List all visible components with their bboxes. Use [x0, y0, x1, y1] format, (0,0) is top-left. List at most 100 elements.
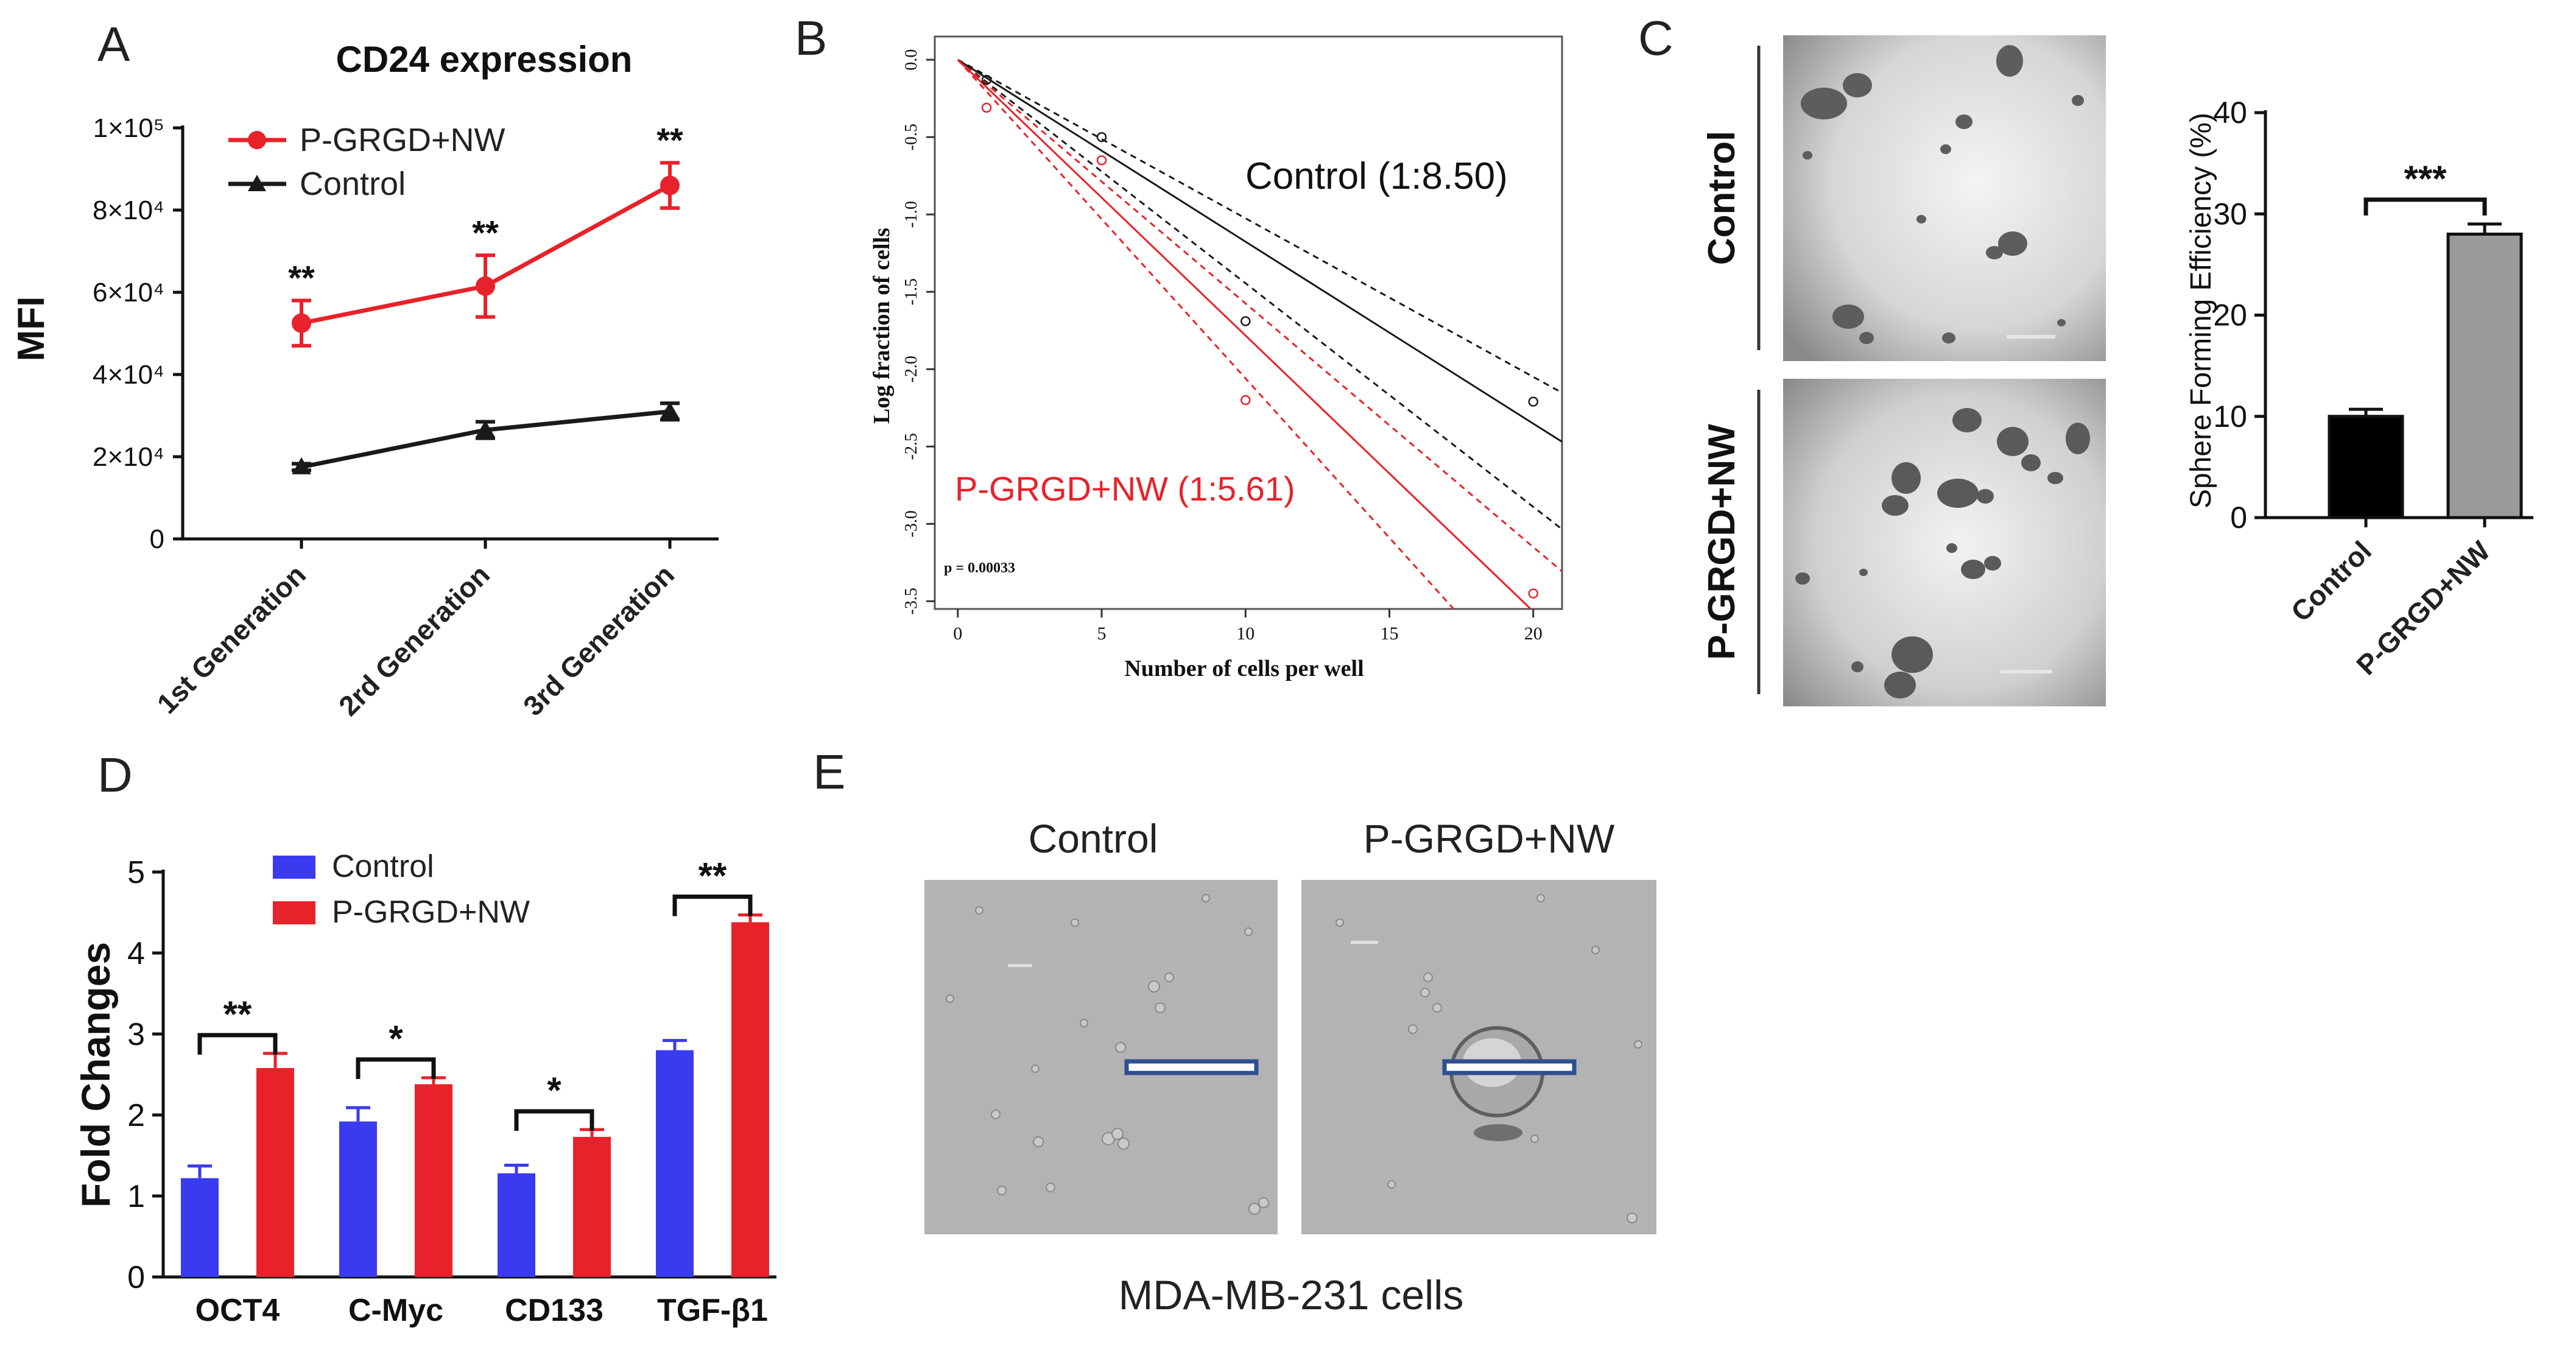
y-tick-label: -3.0 [902, 510, 921, 537]
y-tick-label: 0 [127, 1260, 145, 1295]
bar [415, 1084, 452, 1277]
legend-swatch-control [273, 856, 315, 879]
image-title-pgrgd: P-GRGD+NW [1364, 816, 1615, 861]
panel-e-cell-images: Control P-GRGD+NW [924, 816, 1656, 1318]
y-tick-label: 0 [150, 524, 164, 554]
bar [181, 1178, 219, 1277]
significance-bracket [672, 894, 753, 916]
y-tick-label: 10 [2213, 399, 2247, 434]
bar [2446, 233, 2523, 519]
data-point [292, 313, 311, 333]
panel-label-d: D [97, 748, 133, 802]
y-tick-label: 5 [127, 855, 145, 890]
significance-marker: ** [288, 259, 315, 297]
y-tick-label: 4×10⁴ [93, 360, 164, 390]
chart-b-plot-frame [934, 35, 1563, 610]
data-point [1528, 588, 1539, 599]
chart-a-y-label: MFI [10, 297, 52, 362]
ci-line-0 [957, 58, 1562, 530]
data-point [292, 457, 311, 474]
panel-c-sphere-images: Control P-GRGD+NW [1701, 35, 2106, 706]
micrograph-pgrgd-spheres [1783, 379, 2106, 706]
x-tick-label: OCT4 [195, 1293, 280, 1328]
y-tick-label: -2.0 [902, 356, 921, 382]
data-point [476, 420, 495, 438]
legend-label-pgrgd: P-GRGD+NW [332, 895, 530, 930]
panel-c-bar-chart: Sphere Forming Efficiency (%) 0 10 20 30 40 C… [2185, 96, 2533, 681]
micrograph-control-spheres [1783, 35, 2106, 361]
panel-label-b: B [795, 11, 827, 65]
x-tick-label: 3rd Generation [517, 558, 680, 722]
row-label-control: Control [1701, 131, 1743, 265]
chart-a-legend: P-GRGD+NW Control [228, 122, 505, 202]
y-tick-label: 0 [2230, 501, 2247, 535]
data-point [1240, 395, 1251, 406]
y-tick-label: 2 [127, 1098, 145, 1133]
data-point [1240, 316, 1251, 326]
x-tick-label: 5 [1097, 624, 1107, 644]
y-tick-label: 1 [127, 1179, 145, 1214]
ci-line-1 [957, 59, 1455, 609]
significance-bracket [197, 1033, 278, 1055]
chart-b-y-label: Log fraction of cells [869, 228, 895, 424]
bar [731, 922, 769, 1277]
micrograph-control-cells [924, 880, 1278, 1234]
x-tick-label: 0 [953, 624, 962, 644]
bar [2328, 415, 2404, 519]
panel-a-line-chart: CD24 expression MFI 0 2×10⁴ 4×10⁴ 6×10⁴ 8×10… [10, 39, 719, 722]
chart-b-control-label: Control (1:8.50) [1245, 155, 1508, 197]
bar [656, 1050, 694, 1277]
y-tick-label: 1×10⁵ [93, 113, 164, 143]
x-tick-label: 15 [1381, 624, 1399, 644]
data-point [660, 175, 680, 195]
x-tick-label: TGF-β1 [657, 1293, 768, 1328]
significance-marker: ** [699, 855, 727, 896]
row-label-pgrgd: P-GRGD+NW [1701, 424, 1743, 660]
y-tick-label: 40 [2213, 96, 2247, 130]
legend-label-control: Control [332, 849, 434, 884]
panel-label-e: E [813, 745, 845, 799]
data-point [1528, 396, 1539, 407]
significance-marker: *** [2404, 158, 2447, 199]
fit-line-1 [957, 59, 1532, 609]
chart-d-legend: Control P-GRGD+NW [273, 849, 530, 930]
x-tick-label: Control [2285, 535, 2377, 627]
bar [498, 1173, 535, 1277]
bar [339, 1121, 377, 1277]
panel-label-a: A [97, 17, 130, 71]
scale-bar-control [1124, 1059, 1259, 1075]
chart-b-p-value: p = 0.00033 [944, 560, 1015, 576]
y-tick-label: -1.5 [902, 278, 921, 305]
y-tick-label: 30 [2213, 197, 2247, 231]
y-tick-label: -0.5 [902, 124, 921, 150]
y-tick-label: 20 [2213, 298, 2247, 332]
scale-bar-pgrgd [1442, 1059, 1577, 1075]
significance-marker: ** [656, 121, 683, 159]
y-tick-label: 4 [127, 936, 145, 971]
micrograph-pgrgd-cells [1301, 880, 1656, 1234]
legend-swatch-pgrgd [273, 901, 315, 924]
y-tick-label: 0.0 [902, 49, 921, 71]
x-tick-label: 20 [1524, 624, 1543, 644]
legend-marker-control [248, 175, 266, 191]
ci-line-1 [957, 58, 1562, 572]
fit-lines [957, 58, 1562, 609]
significance-marker: * [389, 1018, 403, 1059]
significance-marker: * [547, 1070, 561, 1111]
bar [256, 1067, 294, 1277]
ci-line-0 [957, 58, 1562, 394]
data-point [660, 401, 680, 419]
data-point [476, 276, 495, 296]
x-tick-label: 10 [1236, 624, 1255, 644]
significance-bracket [2363, 197, 2487, 216]
fit-line-0 [957, 58, 1562, 443]
data-point [1096, 155, 1107, 166]
legend-marker-pgrgd [248, 131, 266, 149]
y-tick-label: -3.5 [902, 588, 921, 614]
y-tick-label: 3 [127, 1017, 145, 1052]
y-tick-label: 8×10⁴ [93, 195, 164, 225]
bar [573, 1136, 611, 1277]
legend-label-pgrgd: P-GRGD+NW [300, 122, 505, 158]
